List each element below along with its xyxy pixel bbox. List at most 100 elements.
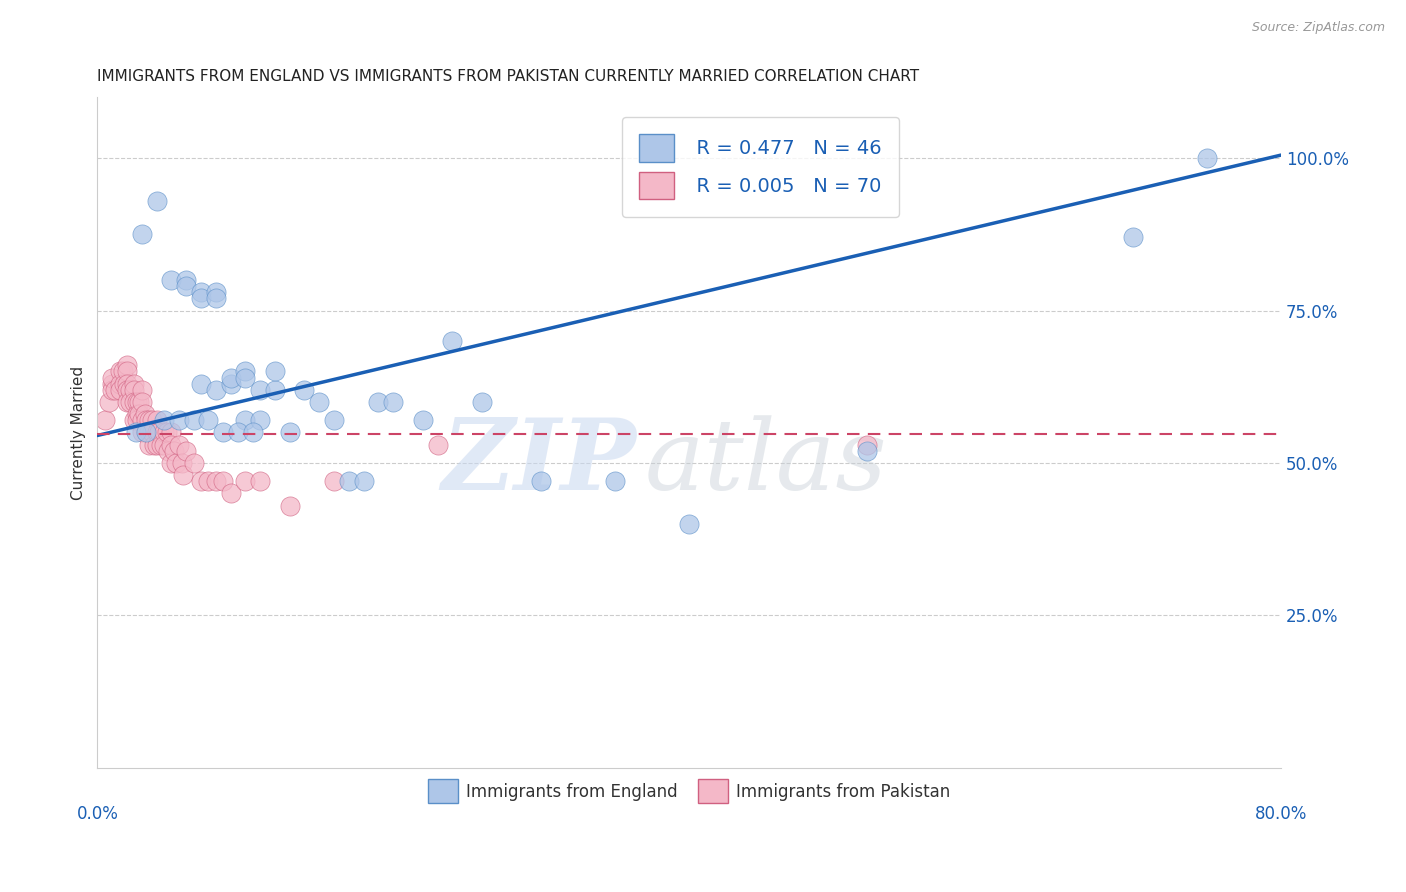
Text: 80.0%: 80.0% [1254, 805, 1308, 822]
Point [108, 376, 131, 391]
Point [190, 291, 212, 305]
Point [104, 383, 127, 397]
Y-axis label: Currently Married: Currently Married [72, 366, 86, 500]
Point [124, 395, 146, 409]
Point [115, 395, 138, 409]
Point [174, 443, 197, 458]
Point [204, 285, 226, 300]
Point [131, 227, 153, 242]
Point [219, 370, 242, 384]
Point [190, 474, 212, 488]
Point [135, 413, 157, 427]
Point [142, 437, 165, 451]
Point [101, 370, 124, 384]
Point [131, 425, 153, 440]
Point [678, 516, 700, 531]
Point [135, 425, 157, 440]
Point [441, 334, 464, 348]
Legend: Immigrants from England, Immigrants from Pakistan: Immigrants from England, Immigrants from… [422, 772, 957, 810]
Point [212, 425, 235, 440]
Point [605, 474, 627, 488]
Point [233, 413, 256, 427]
Point [294, 383, 316, 397]
Point [148, 425, 170, 440]
Point [204, 474, 226, 488]
Point [135, 425, 157, 440]
Point [167, 437, 190, 451]
Point [127, 395, 149, 409]
Point [278, 499, 301, 513]
Point [165, 456, 187, 470]
Point [353, 474, 375, 488]
Point [308, 395, 330, 409]
Point [125, 425, 148, 440]
Point [264, 364, 287, 378]
Point [1122, 230, 1144, 244]
Point [204, 383, 226, 397]
Point [278, 425, 301, 440]
Point [249, 413, 271, 427]
Point [112, 376, 135, 391]
Point [153, 425, 176, 440]
Point [530, 474, 553, 488]
Point [367, 395, 389, 409]
Point [156, 425, 179, 440]
Point [855, 443, 877, 458]
Point [145, 413, 167, 427]
Point [172, 468, 194, 483]
Point [471, 395, 494, 409]
Point [160, 437, 183, 451]
Point [127, 413, 149, 427]
Point [111, 364, 134, 378]
Point [264, 383, 287, 397]
Point [190, 285, 212, 300]
Point [249, 383, 271, 397]
Point [124, 383, 146, 397]
Point [141, 425, 163, 440]
Point [167, 413, 190, 427]
Point [233, 370, 256, 384]
Point [149, 437, 172, 451]
Point [153, 413, 176, 427]
Point [131, 395, 153, 409]
Point [219, 486, 242, 500]
Point [131, 383, 153, 397]
Text: Source: ZipAtlas.com: Source: ZipAtlas.com [1251, 21, 1385, 34]
Point [115, 376, 138, 391]
Point [212, 474, 235, 488]
Point [127, 407, 149, 421]
Point [219, 376, 242, 391]
Point [94, 413, 117, 427]
Text: IMMIGRANTS FROM ENGLAND VS IMMIGRANTS FROM PAKISTAN CURRENTLY MARRIED CORRELATIO: IMMIGRANTS FROM ENGLAND VS IMMIGRANTS FR… [97, 69, 920, 84]
Point [128, 395, 150, 409]
Point [118, 383, 141, 397]
Point [160, 456, 183, 470]
Point [197, 413, 219, 427]
Point [115, 383, 138, 397]
Point [141, 413, 163, 427]
Point [197, 474, 219, 488]
Point [337, 474, 360, 488]
Point [131, 413, 153, 427]
Point [128, 407, 150, 421]
Point [145, 437, 167, 451]
Point [108, 383, 131, 397]
Point [124, 413, 146, 427]
Point [101, 383, 124, 397]
Point [118, 395, 141, 409]
Text: ZIP: ZIP [441, 415, 636, 511]
Point [145, 425, 167, 440]
Point [160, 425, 183, 440]
Point [226, 425, 249, 440]
Point [160, 273, 183, 287]
Point [174, 279, 197, 293]
Point [204, 291, 226, 305]
Point [174, 273, 197, 287]
Point [124, 376, 146, 391]
Point [134, 407, 156, 421]
Point [323, 413, 346, 427]
Point [115, 359, 138, 373]
Point [323, 474, 346, 488]
Point [382, 395, 405, 409]
Point [157, 443, 180, 458]
